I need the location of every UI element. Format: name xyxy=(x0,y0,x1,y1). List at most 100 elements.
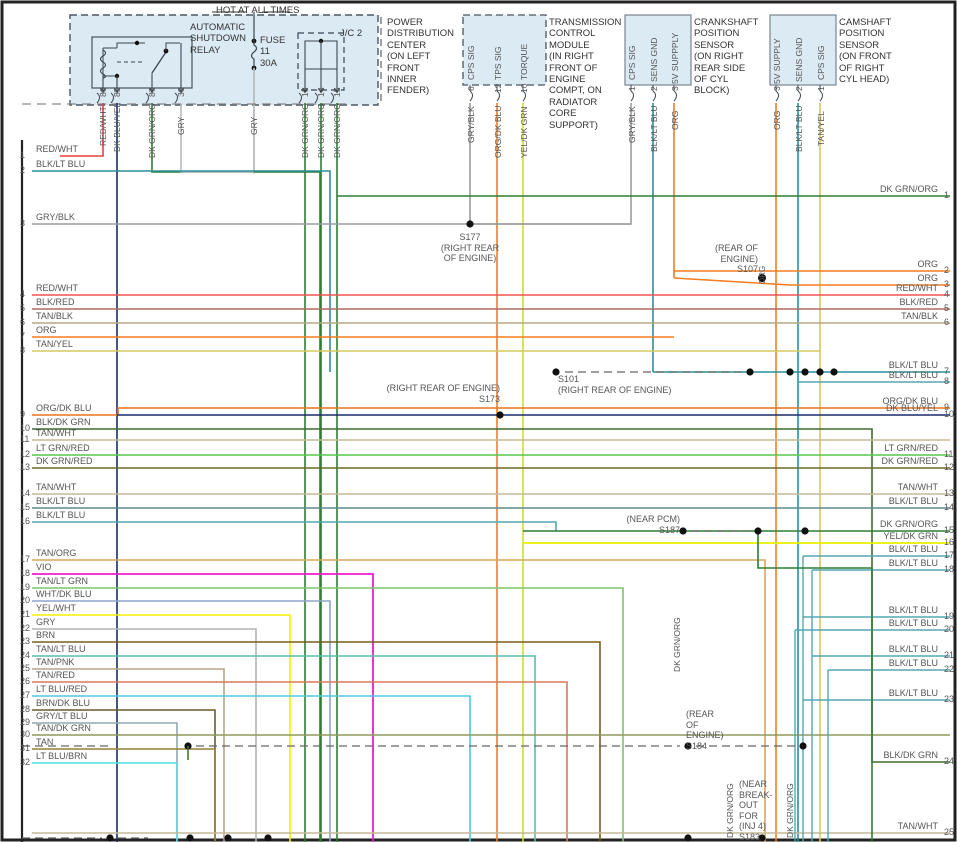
right-terminal-number-8: 8 xyxy=(944,376,950,386)
left-wire-label-27: LT BLU/RED xyxy=(36,684,88,694)
ckp-terminal-sens-gnd: SENS GND xyxy=(649,37,659,82)
cmp-pin-3: 3 xyxy=(772,86,782,91)
splice-s177-id: S177 xyxy=(459,232,481,242)
splice-s183-desc: (NEAR BREAK- OUT FOR (INJ 4) xyxy=(739,779,773,831)
left-terminal-number-1: 1 xyxy=(20,150,26,160)
wire-label-gry-fuse: GRY xyxy=(249,116,259,135)
left-wire-label-20: WHT/DK BLU xyxy=(36,589,92,599)
right-terminal-number-12: 12 xyxy=(944,462,955,472)
cmp-terminal-5v-supply: 5V SUPPLY xyxy=(772,38,782,84)
pdc-pin-86: 86 xyxy=(98,87,108,97)
splice-s107-id: S107 xyxy=(736,264,758,274)
cmp-terminal-sens-gnd: SENS GND xyxy=(794,37,804,82)
left-wire-label-28: BRN/DK BLU xyxy=(36,698,91,708)
splice-s101-desc: (RIGHT REAR OF ENGINE) xyxy=(558,384,672,395)
asd-relay-label: AUTOMATIC SHUTDOWN RELAY xyxy=(190,22,246,56)
left-terminal-number-21: 21 xyxy=(20,609,31,619)
splice-s177: S177 (RIGHT REAR OF ENGINE) xyxy=(422,232,518,264)
left-wire-label-2: BLK/LT BLU xyxy=(36,159,86,169)
left-wire-label-25: TAN/PNK xyxy=(36,657,75,667)
cmp-description: CAMSHAFT POSITION SENSOR (ON FRONT OF RI… xyxy=(839,17,892,86)
right-terminal-number-15: 15 xyxy=(944,525,955,535)
ckp-pin-2: 2 xyxy=(649,86,659,91)
wire-label-dkgrnorg-13: DK GRN/ORG xyxy=(300,103,310,158)
left-wire-label-9: ORG/DK BLU xyxy=(36,403,92,413)
wire-label-dkgrnorg-14: DK GRN/ORG xyxy=(316,103,326,158)
left-terminal-number-24: 24 xyxy=(20,650,31,660)
pdc-description: POWER DISTRIBUTION CENTER (ON LEFT FRONT… xyxy=(387,17,455,97)
left-wire-label-15: BLK/LT BLU xyxy=(36,496,86,506)
splice-s173-desc: (RIGHT REAR OF ENGINE) xyxy=(386,383,500,393)
left-wire-label-12: LT GRN/RED xyxy=(36,443,90,453)
left-terminal-number-22: 22 xyxy=(20,623,31,633)
left-wire-label-5: BLK/RED xyxy=(36,297,75,307)
jc2-label: J/C 2 xyxy=(340,28,363,39)
tcm-pin-10: 10 xyxy=(519,83,529,93)
right-wire-label-19: BLK/LT BLU xyxy=(888,605,938,615)
left-terminal-number-4: 4 xyxy=(20,289,26,299)
left-wire-label-4: RED/WHT xyxy=(36,283,78,293)
left-terminal-number-9: 9 xyxy=(20,409,26,419)
right-wire-label-23: BLK/LT BLU xyxy=(888,688,938,698)
right-terminal-number-6: 6 xyxy=(944,317,950,327)
ckp-wire-blkltblu: BLK/LT BLU xyxy=(649,105,659,152)
splice-s101-id: S101 xyxy=(558,374,580,384)
left-wire-label-1: RED/WHT xyxy=(36,144,78,154)
left-terminal-number-13: 13 xyxy=(20,462,31,472)
splice-s173: (RIGHT REAR OF ENGINE) S173 xyxy=(360,383,500,404)
right-terminal-number-11: 11 xyxy=(944,449,954,459)
left-terminal-number-18: 18 xyxy=(20,568,31,578)
left-wire-label-16: BLK/LT BLU xyxy=(36,510,86,520)
splice-s187: (NEAR PCM) S187 xyxy=(580,514,681,535)
pdc-pin-13: 13 xyxy=(300,87,310,97)
right-terminal-number-22: 22 xyxy=(944,664,955,674)
wire-label-redwht: RED/WHT xyxy=(98,106,108,146)
ckp-pin-1: 1 xyxy=(627,86,637,91)
tcm-terminal-torque: TORQUE xyxy=(519,43,529,80)
right-terminal-number-3: 3 xyxy=(944,279,950,289)
wire-label-dkgrnorg-mid2: DK GRN/ORG xyxy=(725,783,735,838)
wire-label-dkgrnorg-mid1: DK GRN/ORG xyxy=(672,617,682,672)
right-wire-label-9: ORG/DK BLU xyxy=(882,396,938,406)
right-wire-label-10: DK BLU/YEL xyxy=(885,403,938,413)
splice-s183-id: S183 xyxy=(739,831,761,842)
right-wire-label-24: BLK/DK GRN xyxy=(883,750,938,760)
tcm-pin-12: 12 xyxy=(493,83,503,93)
splice-s187-id: S187 xyxy=(658,524,680,535)
left-terminal-number-7: 7 xyxy=(20,331,26,341)
ckp-description: CRANKSHAFT POSITION SENSOR (ON RIGHT REA… xyxy=(694,17,759,97)
right-wire-label-3: ORG xyxy=(917,273,938,283)
left-wire-label-10: BLK/DK GRN xyxy=(36,417,91,427)
left-terminal-number-2: 2 xyxy=(20,165,26,175)
left-terminal-number-3: 3 xyxy=(20,218,26,228)
left-terminal-number-32: 32 xyxy=(20,757,31,767)
left-terminal-number-10: 10 xyxy=(20,423,31,433)
ckp-terminal-5v-supply: 5V SUPPPLY xyxy=(670,32,680,84)
left-wire-label-26: TAN/RED xyxy=(36,670,75,680)
splice-s184-id: S184 xyxy=(686,740,708,751)
right-wire-label-17: BLK/LT BLU xyxy=(888,544,938,554)
right-terminal-number-19: 19 xyxy=(944,611,955,621)
right-terminal-number-16: 16 xyxy=(944,537,955,547)
left-terminal-number-30: 30 xyxy=(20,729,31,739)
splice-s177-desc: (RIGHT REAR OF ENGINE) xyxy=(440,242,500,264)
left-terminal-number-8: 8 xyxy=(20,345,26,355)
right-terminal-number-25: 25 xyxy=(944,827,955,837)
right-terminal-number-21: 21 xyxy=(944,650,955,660)
left-wire-label-8: TAN/YEL xyxy=(36,339,73,349)
left-terminal-number-27: 27 xyxy=(20,690,31,700)
right-terminal-number-9: 9 xyxy=(944,402,950,412)
fuse-label: FUSE 11 30A xyxy=(260,35,286,69)
right-wire-label-1: DK GRN/ORG xyxy=(879,184,938,194)
right-terminal-number-4: 4 xyxy=(944,289,950,299)
splice-s187-desc: (NEAR PCM) xyxy=(626,514,681,524)
right-terminal-number-7: 7 xyxy=(944,366,950,376)
left-wire-label-3: GRY/BLK xyxy=(36,212,75,222)
left-wire-label-13: DK GRN/RED xyxy=(36,456,93,466)
cmp-wire-tanyel: TAN/YEL xyxy=(816,111,826,146)
splice-s107: (REAR OF ENGINE) S107 xyxy=(666,243,758,275)
tcm-description: TRANSMISSION CONTROL MODULE (IN RIGHT FR… xyxy=(549,17,622,131)
ckp-wire-org: ORG xyxy=(670,110,680,130)
wire-label-dkbluyel: DK BLU/YEL xyxy=(112,102,122,152)
